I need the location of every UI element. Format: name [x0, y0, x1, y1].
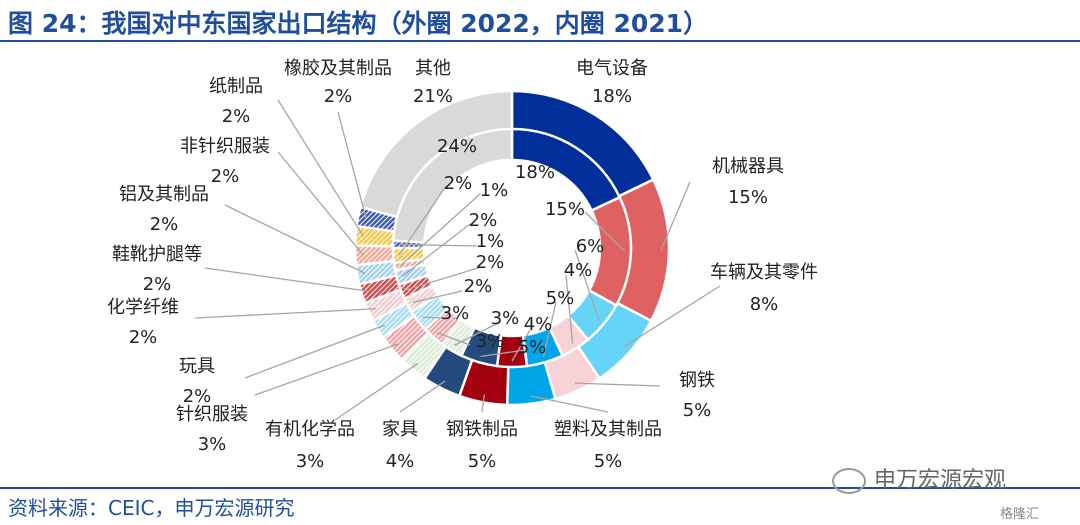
outer-pct-13: 2% — [211, 166, 240, 187]
outer-pct-4: 5% — [594, 451, 623, 472]
outer-leader-5 — [481, 394, 485, 413]
outer-leader-9 — [244, 324, 385, 379]
header-divider — [0, 40, 1080, 42]
slice-labels: 电气设备 18% 机械器具 15% 车辆及其零件 8% 钢铁 5% 塑料及其制品 5% 钢铁制品 5%… — [107, 58, 818, 472]
inner-pct-8: 3% — [476, 331, 505, 352]
outer-pct-5: 5% — [468, 451, 497, 472]
inner-pct-7: 3% — [491, 308, 520, 329]
inner-pct-13: 1% — [480, 180, 509, 201]
inner-leader-15 — [399, 243, 478, 247]
inner-leader-13 — [399, 193, 481, 267]
outer-leader-4 — [530, 395, 609, 413]
inner-leader-11 — [406, 267, 479, 291]
inner-leader-5 — [511, 329, 531, 362]
inner-leader-6 — [480, 349, 526, 358]
outer-pct-7: 3% — [296, 451, 325, 472]
outer-leader-3 — [574, 382, 661, 387]
outer-pct-11: 2% — [143, 274, 172, 295]
inner-pct-15: 1% — [476, 231, 505, 252]
inner-pct-16: 24% — [437, 136, 477, 157]
outer-name-5: 钢铁制品 — [446, 419, 518, 440]
outer-name-1: 机械器具 — [712, 156, 784, 177]
inner-pct-1: 15% — [545, 199, 585, 220]
outer-name-4: 塑料及其制品 — [554, 419, 662, 440]
watermark-logo: 格隆汇 — [1000, 507, 1040, 522]
inner-leader-8 — [437, 332, 471, 346]
inner-leader-4 — [542, 301, 557, 357]
outer-pct-2: 8% — [750, 294, 779, 315]
outer-pct-0: 18% — [592, 86, 632, 107]
inner-slice-16 — [391, 127, 514, 244]
inner-pct-5: 4% — [524, 314, 553, 335]
outer-pct-6: 4% — [386, 451, 415, 472]
outer-pct-9: 2% — [183, 386, 212, 407]
outer-leader-12 — [224, 204, 366, 274]
outer-leader-10 — [194, 308, 376, 319]
outer-name-2: 车辆及其零件 — [710, 262, 818, 283]
inner-pct-3: 4% — [564, 260, 593, 281]
inner-leader-14 — [398, 185, 447, 256]
outer-name-12: 铝及其制品 — [119, 184, 209, 205]
outer-name-9: 玩具 — [179, 356, 215, 377]
outer-pct-14: 2% — [222, 106, 251, 127]
inner-pct-4: 5% — [546, 288, 575, 309]
outer-leader-7 — [334, 362, 419, 421]
source-note: 资料来源：CEIC，申万宏源研究 — [8, 496, 295, 520]
footer-divider — [0, 487, 1080, 489]
inner-pct-11: 2% — [476, 252, 505, 273]
wechat-icon — [832, 468, 866, 494]
inner-leader-10 — [412, 290, 463, 304]
outer-leader-11 — [204, 267, 370, 293]
outer-name-3: 钢铁 — [679, 370, 715, 391]
watermark: 申万宏源宏观 — [832, 462, 1006, 494]
inner-pct-10: 2% — [464, 276, 493, 297]
outer-name-0: 电气设备 — [576, 58, 648, 79]
inner-slice-14 — [391, 246, 427, 265]
outer-name-10: 化学纤维 — [107, 297, 179, 318]
inner-leader-3 — [565, 274, 574, 344]
chart-title: 图 24：我国对中东国家出口结构（外圈 2022，内圈 2021） — [8, 9, 709, 38]
leader-lines — [194, 99, 721, 421]
inner-pct-12: 2% — [469, 210, 498, 231]
outer-name-16: 其他 — [415, 58, 451, 79]
inner-pct-6: 5% — [518, 337, 547, 358]
chart-header: 图 24：我国对中东国家出口结构（外圈 2022，内圈 2021） — [0, 0, 1080, 40]
inner-leader-2 — [574, 249, 600, 321]
outer-pct-3: 5% — [683, 400, 712, 421]
outer-slice-13 — [353, 244, 398, 267]
outer-name-14: 纸制品 — [209, 76, 263, 97]
inner-leader-9 — [422, 316, 443, 319]
outer-leader-2 — [622, 285, 721, 349]
outer-leader-1 — [660, 181, 691, 251]
outer-leader-8 — [254, 343, 399, 396]
donut-chart: 电气设备 18% 机械器具 15% 车辆及其零件 8% 钢铁 5% 塑料及其制品 5% 钢铁制品 5%… — [107, 58, 818, 472]
outer-name-15: 橡胶及其制品 — [284, 58, 392, 79]
outer-leader-13 — [277, 151, 364, 256]
inner-pct-9: 3% — [441, 303, 470, 324]
inner-leader-1 — [584, 211, 626, 253]
inner-leader-12 — [402, 223, 471, 277]
outer-name-6: 家具 — [382, 419, 418, 440]
outer-pct-10: 2% — [129, 327, 158, 348]
outer-leader-6 — [399, 380, 446, 413]
watermark-text: 申万宏源宏观 — [874, 468, 1007, 493]
outer-name-11: 鞋靴护腿等 — [112, 244, 202, 265]
outer-name-13: 非针织服装 — [180, 136, 270, 157]
outer-pct-12: 2% — [150, 214, 179, 235]
inner-pct-2: 6% — [576, 236, 605, 257]
outer-pct-15: 2% — [324, 86, 353, 107]
outer-name-8: 针织服装 — [176, 404, 248, 425]
inner-pct-0: 18% — [515, 162, 555, 183]
outer-pct-1: 15% — [728, 187, 768, 208]
inner-pct-14: 2% — [444, 173, 473, 194]
outer-pct-8: 3% — [198, 434, 227, 455]
outer-leader-15 — [337, 111, 367, 219]
outer-leader-14 — [277, 99, 365, 237]
outer-pct-16: 21% — [413, 86, 453, 107]
outer-name-7: 有机化学品 — [265, 419, 355, 440]
